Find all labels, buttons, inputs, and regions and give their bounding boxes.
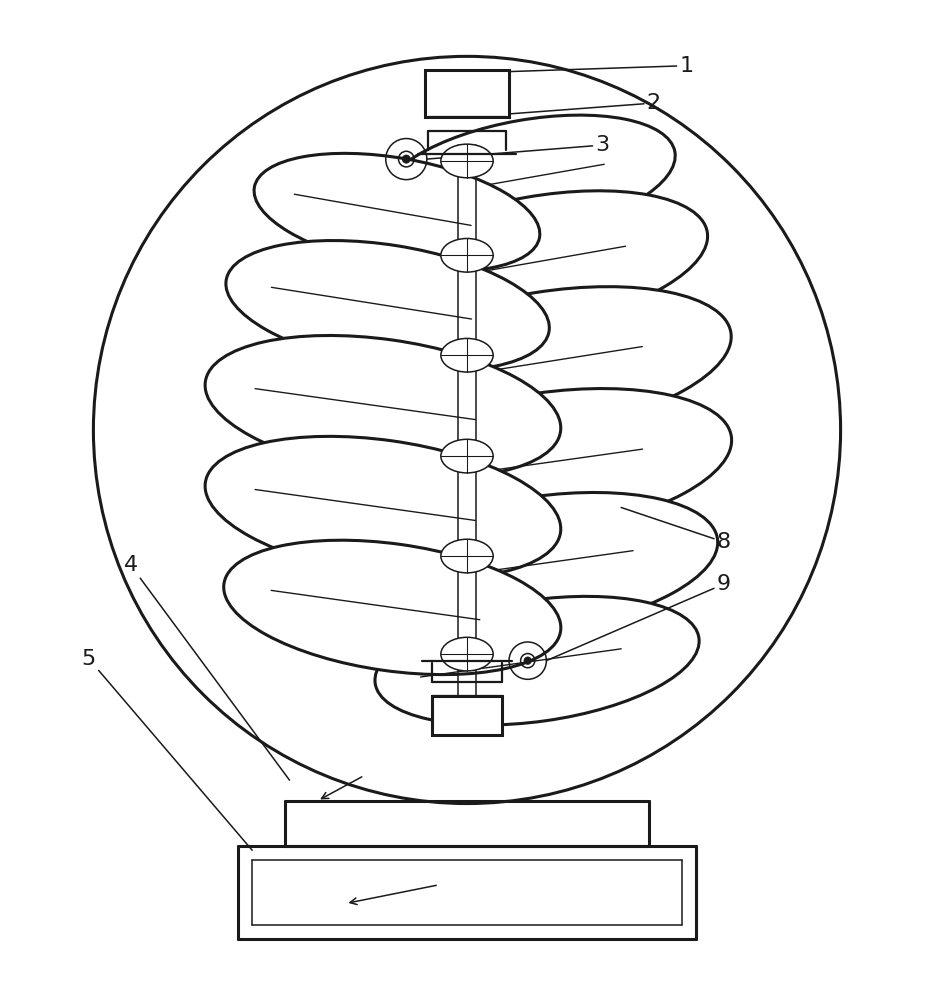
Text: 5: 5 bbox=[81, 649, 252, 850]
Ellipse shape bbox=[361, 389, 731, 537]
Ellipse shape bbox=[441, 637, 493, 671]
Ellipse shape bbox=[366, 492, 717, 635]
Ellipse shape bbox=[441, 439, 493, 473]
Ellipse shape bbox=[254, 153, 540, 271]
Text: 3: 3 bbox=[427, 135, 610, 159]
Ellipse shape bbox=[524, 657, 531, 664]
Ellipse shape bbox=[441, 539, 493, 573]
Ellipse shape bbox=[441, 238, 493, 272]
Ellipse shape bbox=[441, 338, 493, 372]
Ellipse shape bbox=[226, 241, 549, 371]
Text: 2: 2 bbox=[467, 93, 661, 117]
Bar bbox=[425, 70, 509, 117]
Text: 9: 9 bbox=[546, 574, 731, 661]
Text: 8: 8 bbox=[621, 507, 731, 552]
Text: 1: 1 bbox=[462, 56, 694, 76]
Bar bbox=[432, 696, 502, 735]
Text: 4: 4 bbox=[123, 555, 290, 780]
Ellipse shape bbox=[441, 144, 493, 178]
Ellipse shape bbox=[205, 335, 560, 478]
Ellipse shape bbox=[380, 115, 675, 240]
Ellipse shape bbox=[361, 287, 731, 437]
Ellipse shape bbox=[205, 436, 560, 579]
Ellipse shape bbox=[403, 155, 410, 163]
Ellipse shape bbox=[366, 191, 708, 333]
Ellipse shape bbox=[375, 596, 700, 725]
Ellipse shape bbox=[224, 540, 560, 675]
